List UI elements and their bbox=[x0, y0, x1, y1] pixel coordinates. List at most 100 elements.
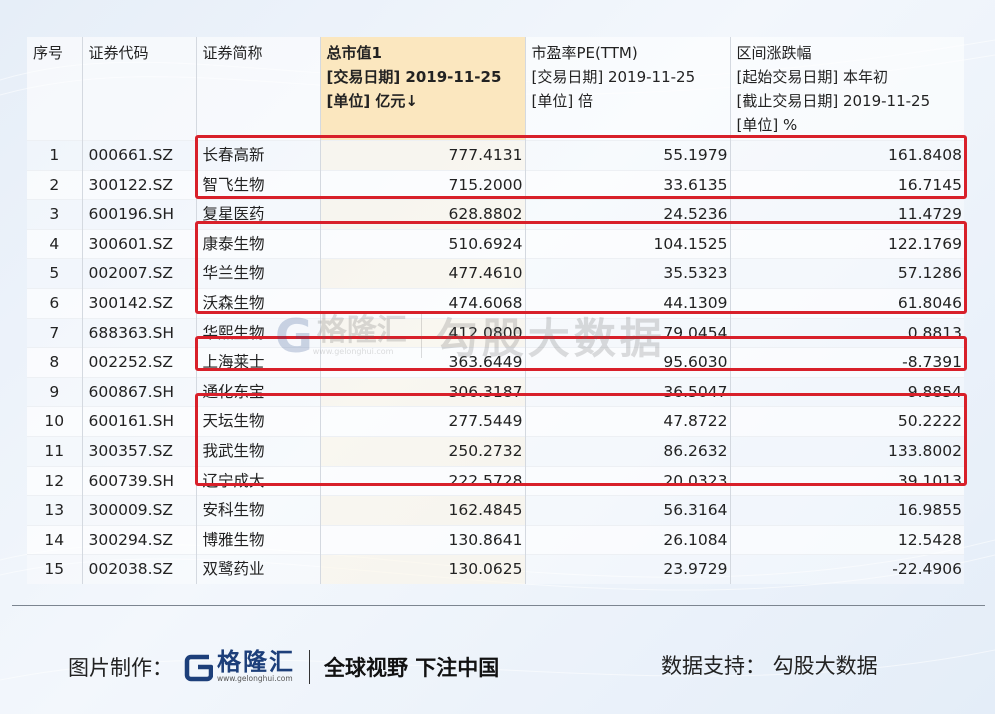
code-cell: 600739.SH bbox=[81, 465, 196, 496]
market-cap-cell: 715.2000 bbox=[319, 169, 525, 200]
brand-url: www.gelonghui.com bbox=[217, 674, 293, 683]
code-cell: 002007.SZ bbox=[81, 258, 196, 289]
market-cap-cell: 250.2732 bbox=[319, 435, 525, 467]
name-cell: 通化东宝 bbox=[195, 376, 320, 407]
table-row[interactable]: 15 002038.SZ 双鹭药业 130.0625 23.9729 -22.4906 bbox=[27, 554, 964, 584]
stock-table-container: 序号 证券代码 证券简称 总市值1 [交易日期] 2019-11-25 [单位]… bbox=[27, 37, 964, 584]
table-row[interactable]: 8 002252.SZ 上海莱士 363.6449 95.6030 -8.7391 bbox=[27, 347, 964, 378]
index-cell: 5 bbox=[27, 258, 82, 289]
table-row[interactable]: 2 300122.SZ 智飞生物 715.2000 33.6135 16.7145 bbox=[27, 169, 964, 200]
index-cell: 8 bbox=[27, 347, 82, 378]
table-row[interactable]: 9 600867.SH 通化东宝 306.3187 36.5047 9.8854 bbox=[27, 376, 964, 407]
table-row[interactable]: 10 600161.SH 天坛生物 277.5449 47.8722 50.2222 bbox=[27, 406, 964, 437]
code-cell: 688363.SH bbox=[81, 317, 196, 348]
pe-cell: 35.5323 bbox=[524, 258, 730, 289]
code-cell: 300357.SZ bbox=[81, 435, 196, 467]
change-cell: 161.8408 bbox=[729, 140, 964, 171]
change-cell: 133.8002 bbox=[729, 435, 964, 467]
name-cell: 智飞生物 bbox=[195, 169, 320, 200]
table-row[interactable]: 5 002007.SZ 华兰生物 477.4610 35.5323 57.1286 bbox=[27, 258, 964, 289]
header-index[interactable]: 序号 bbox=[27, 37, 82, 141]
index-cell: 13 bbox=[27, 495, 82, 526]
market-cap-cell: 222.5728 bbox=[319, 465, 525, 496]
index-cell: 12 bbox=[27, 465, 82, 496]
footer-credit: 图片制作： 格隆汇 www.gelonghui.com 全球视野 下注中国 bbox=[68, 650, 499, 684]
code-cell: 300009.SZ bbox=[81, 495, 196, 526]
name-cell: 华熙生物 bbox=[195, 317, 320, 348]
change-cell: 16.9855 bbox=[729, 495, 964, 526]
pe-cell: 86.2632 bbox=[524, 435, 730, 467]
pe-cell: 23.9729 bbox=[524, 554, 730, 584]
index-cell: 11 bbox=[27, 435, 82, 467]
table-row[interactable]: 6 300142.SZ 沃森生物 474.6068 44.1309 61.8046 bbox=[27, 287, 964, 319]
name-cell: 辽宁成大 bbox=[195, 465, 320, 496]
change-cell: 11.4729 bbox=[729, 199, 964, 230]
pe-cell: 33.6135 bbox=[524, 169, 730, 200]
market-cap-cell: 306.3187 bbox=[319, 376, 525, 407]
code-cell: 300294.SZ bbox=[81, 524, 196, 555]
index-cell: 3 bbox=[27, 199, 82, 230]
pe-cell: 79.0454 bbox=[524, 317, 730, 348]
table-row[interactable]: 4 300601.SZ 康泰生物 510.6924 104.1525 122.1769 bbox=[27, 228, 964, 259]
index-cell: 10 bbox=[27, 406, 82, 437]
name-cell: 长春高新 bbox=[195, 140, 320, 171]
header-period-change[interactable]: 区间涨跌幅 [起始交易日期] 本年初 [截止交易日期] 2019-11-25 [… bbox=[729, 37, 964, 141]
made-by-label: 图片制作： bbox=[68, 656, 173, 680]
market-cap-cell: 477.4610 bbox=[319, 258, 525, 289]
name-cell: 沃森生物 bbox=[195, 287, 320, 319]
pe-cell: 47.8722 bbox=[524, 406, 730, 437]
header-code[interactable]: 证券代码 bbox=[81, 37, 196, 141]
brand-name: 格隆汇 bbox=[217, 648, 295, 676]
table-row[interactable]: 1 000661.SZ 长春高新 777.4131 55.1979 161.8408 bbox=[27, 140, 964, 171]
pe-cell: 56.3164 bbox=[524, 495, 730, 526]
index-cell: 2 bbox=[27, 169, 82, 200]
pe-cell: 55.1979 bbox=[524, 140, 730, 171]
stock-table: 序号 证券代码 证券简称 总市值1 [交易日期] 2019-11-25 [单位]… bbox=[27, 37, 964, 584]
pe-cell: 26.1084 bbox=[524, 524, 730, 555]
code-cell: 600196.SH bbox=[81, 199, 196, 230]
index-cell: 14 bbox=[27, 524, 82, 555]
change-cell: 16.7145 bbox=[729, 169, 964, 200]
change-cell: 57.1286 bbox=[729, 258, 964, 289]
change-cell: 0.8813 bbox=[729, 317, 964, 348]
code-cell: 600161.SH bbox=[81, 406, 196, 437]
slogan: 全球视野 下注中国 bbox=[324, 656, 500, 680]
header-market-cap[interactable]: 总市值1 [交易日期] 2019-11-25 [单位] 亿元↓ bbox=[319, 37, 525, 141]
change-cell: 12.5428 bbox=[729, 524, 964, 555]
market-cap-cell: 162.4845 bbox=[319, 495, 525, 526]
table-row[interactable]: 12 600739.SH 辽宁成大 222.5728 20.0323 39.1013 bbox=[27, 465, 964, 496]
market-cap-cell: 777.4131 bbox=[319, 140, 525, 171]
table-header-row: 序号 证券代码 证券简称 总市值1 [交易日期] 2019-11-25 [单位]… bbox=[27, 37, 964, 141]
header-name[interactable]: 证券简称 bbox=[195, 37, 320, 141]
name-cell: 我武生物 bbox=[195, 435, 320, 467]
gelonghui-logo-icon bbox=[184, 654, 213, 682]
pe-cell: 95.6030 bbox=[524, 347, 730, 378]
table-row[interactable]: 13 300009.SZ 安科生物 162.4845 56.3164 16.9855 bbox=[27, 495, 964, 526]
market-cap-cell: 277.5449 bbox=[319, 406, 525, 437]
table-row[interactable]: 3 600196.SH 复星医药 628.8802 24.5236 11.4729 bbox=[27, 199, 964, 230]
index-cell: 7 bbox=[27, 317, 82, 348]
code-cell: 600867.SH bbox=[81, 376, 196, 407]
market-cap-cell: 412.0800 bbox=[319, 317, 525, 348]
market-cap-cell: 130.8641 bbox=[319, 524, 525, 555]
header-pe-ttm[interactable]: 市盈率PE(TTM) [交易日期] 2019-11-25 [单位] 倍 bbox=[524, 37, 730, 141]
change-cell: 9.8854 bbox=[729, 376, 964, 407]
table-row[interactable]: 11 300357.SZ 我武生物 250.2732 86.2632 133.8002 bbox=[27, 435, 964, 467]
table-row[interactable]: 14 300294.SZ 博雅生物 130.8641 26.1084 12.5428 bbox=[27, 524, 964, 555]
name-cell: 安科生物 bbox=[195, 495, 320, 526]
market-cap-cell: 510.6924 bbox=[319, 228, 525, 259]
code-cell: 300122.SZ bbox=[81, 169, 196, 200]
data-support-label: 数据支持： 勾股大数据 bbox=[661, 654, 878, 678]
name-cell: 上海莱士 bbox=[195, 347, 320, 378]
code-cell: 002038.SZ bbox=[81, 554, 196, 584]
table-row[interactable]: 7 688363.SH 华熙生物 412.0800 79.0454 0.8813 bbox=[27, 317, 964, 348]
change-cell: -22.4906 bbox=[729, 554, 964, 584]
pe-cell: 24.5236 bbox=[524, 199, 730, 230]
name-cell: 华兰生物 bbox=[195, 258, 320, 289]
name-cell: 天坛生物 bbox=[195, 406, 320, 437]
code-cell: 300142.SZ bbox=[81, 287, 196, 319]
name-cell: 双鹭药业 bbox=[195, 554, 320, 584]
index-cell: 9 bbox=[27, 376, 82, 407]
name-cell: 复星医药 bbox=[195, 199, 320, 230]
change-cell: 122.1769 bbox=[729, 228, 964, 259]
